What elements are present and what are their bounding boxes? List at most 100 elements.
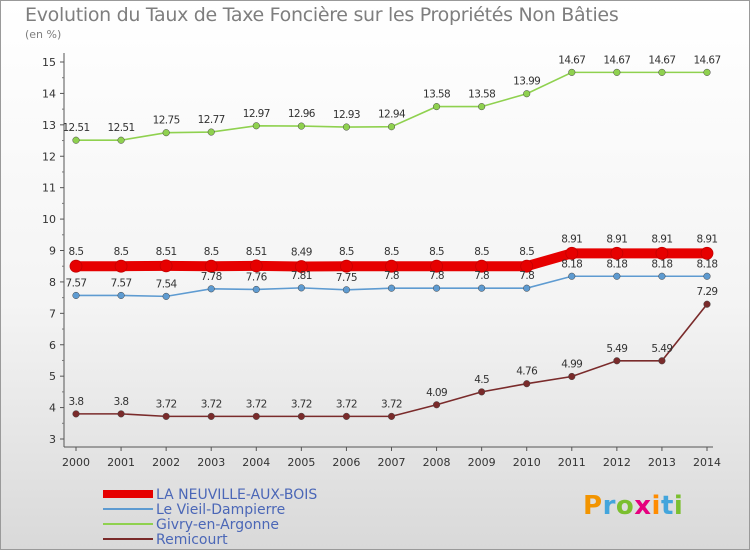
data-label: 7.8	[429, 270, 444, 282]
data-label: 12.94	[378, 109, 406, 121]
data-label: 7.8	[474, 270, 489, 282]
logo-letter: x	[634, 491, 652, 521]
x-tick-label: 2007	[378, 456, 406, 469]
y-tick-label: 10	[42, 213, 56, 226]
data-label: 8.91	[697, 233, 718, 245]
data-point	[207, 128, 215, 136]
legend-label: Givry-en-Argonne	[156, 517, 279, 533]
data-point	[207, 285, 215, 293]
data-point	[340, 259, 353, 273]
data-point	[613, 357, 621, 365]
data-label: 14.67	[558, 54, 585, 66]
data-label: 3.8	[69, 396, 84, 408]
data-label: 8.18	[561, 258, 582, 270]
y-tick-label: 11	[42, 182, 56, 195]
y-tick-label: 6	[49, 339, 56, 352]
data-label: 8.5	[429, 246, 444, 258]
data-label: 12.96	[288, 108, 316, 120]
data-label: 8.91	[606, 233, 627, 245]
data-point	[430, 259, 443, 273]
data-label: 14.67	[693, 54, 720, 66]
data-label: 8.5	[474, 246, 489, 258]
legend-item-1: Le Vieil-Dampierre	[103, 502, 285, 518]
y-tick-label: 5	[49, 370, 56, 383]
x-tick-label: 2006	[332, 456, 360, 469]
data-point	[523, 284, 531, 292]
data-label: 13.99	[513, 76, 540, 88]
data-point	[342, 123, 350, 131]
data-point	[703, 68, 711, 76]
data-label: 14.67	[648, 54, 675, 66]
data-point	[520, 259, 534, 273]
y-tick-label: 12	[42, 150, 56, 163]
data-point	[249, 259, 263, 273]
data-label: 5.49	[606, 343, 627, 355]
data-point	[342, 286, 350, 294]
logo-letter: i	[673, 491, 684, 521]
data-label: 8.18	[606, 258, 627, 270]
data-point	[658, 68, 666, 76]
data-point	[117, 136, 125, 144]
legend-item-0: LA NEUVILLE-AUX-BOIS	[103, 487, 317, 503]
data-point	[385, 259, 398, 273]
legend-label: LA NEUVILLE-AUX-BOIS	[156, 487, 317, 503]
y-tick-label: 9	[49, 245, 56, 258]
data-label: 7.8	[519, 270, 534, 282]
y-tick-label: 15	[42, 56, 56, 69]
data-point	[433, 401, 441, 409]
data-label: 7.8	[384, 270, 399, 282]
data-point	[117, 410, 125, 418]
x-tick-label: 2004	[242, 456, 270, 469]
data-point	[252, 285, 260, 294]
x-tick-label: 2003	[197, 456, 225, 469]
y-unit-label: (en %)	[25, 28, 62, 41]
data-point	[162, 412, 170, 420]
data-point	[294, 260, 308, 273]
logo-letter: r	[602, 491, 616, 521]
data-label: 3.72	[291, 398, 312, 410]
legend-label: Remicourt	[156, 532, 228, 548]
data-point	[387, 284, 396, 292]
data-point	[613, 68, 621, 76]
data-label: 8.51	[246, 246, 267, 258]
x-tick-label: 2000	[62, 456, 90, 469]
data-point	[114, 259, 128, 273]
y-tick-label: 14	[42, 87, 56, 100]
data-label: 14.67	[603, 54, 630, 66]
x-tick-label: 2002	[152, 456, 180, 469]
data-label: 13.58	[423, 89, 450, 101]
x-tick-label: 2012	[603, 456, 631, 469]
data-point	[478, 388, 486, 396]
series-0	[69, 246, 714, 273]
data-point	[703, 300, 711, 308]
data-label: 8.18	[697, 258, 718, 270]
data-labels: 7.57 7.57 7.54 7.78 7.76 7.81 7.75 7.8 7.8 7.8 7.8…	[62, 54, 721, 410]
logo-letter: i	[651, 491, 661, 521]
data-label: 8.5	[384, 246, 399, 258]
data-point	[204, 259, 218, 273]
data-label: 8.5	[114, 246, 129, 258]
data-label: 12.93	[333, 109, 360, 121]
chart-title: Evolution du Taux de Taxe Foncière sur l…	[25, 4, 619, 26]
data-point	[159, 259, 173, 273]
data-point	[297, 122, 305, 130]
data-label: 8.5	[204, 246, 219, 258]
data-point	[700, 246, 714, 260]
data-label: 7.29	[697, 286, 718, 298]
data-label: 3.8	[114, 396, 129, 408]
data-label: 3.72	[336, 398, 357, 410]
x-tick-label: 2001	[107, 456, 135, 469]
data-point	[297, 412, 305, 420]
data-point	[72, 291, 80, 299]
data-point	[69, 259, 83, 273]
x-tick-label: 2013	[648, 456, 676, 469]
series-1	[72, 272, 711, 300]
y-tick-label: 3	[49, 433, 56, 446]
data-point	[475, 259, 489, 273]
data-label: 12.51	[108, 122, 135, 134]
data-label: 7.81	[291, 270, 312, 282]
data-point	[207, 412, 215, 420]
proxiti-logo: Proxiti	[583, 491, 683, 521]
data-label: 8.91	[561, 233, 582, 245]
